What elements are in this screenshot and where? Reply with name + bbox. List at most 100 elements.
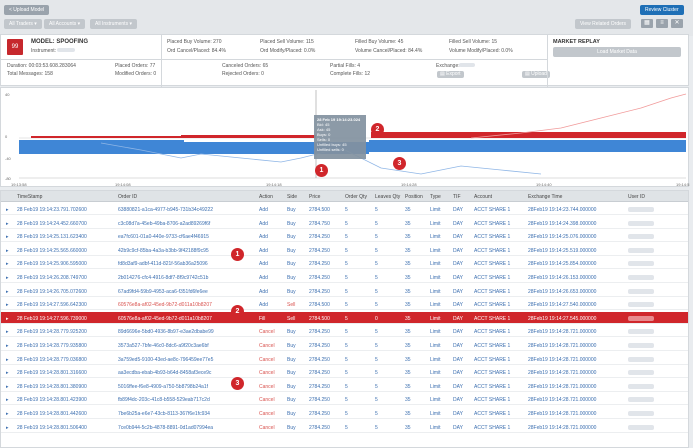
traders-filter[interactable]: All Traders ▾ [4, 19, 42, 29]
cell-tif: DAY [453, 356, 463, 363]
cell-price: 2784.250 [309, 424, 330, 431]
col-order-id[interactable]: Order ID [118, 194, 138, 200]
list-view-icon[interactable]: ≡ [656, 19, 668, 28]
view-related-button[interactable]: View Related Orders [575, 19, 632, 29]
table-row[interactable]: ▸ 28 Feb19 19:14:24.452.660700 c3c08d7a-45… [1, 217, 688, 229]
chart-tooltip: 28 Feb 19 19:14:23.024 Bid: 45 Ask: 45 B… [314, 115, 366, 159]
score-badge: 99 [7, 39, 23, 55]
cell-leaves-qty: 5 [375, 220, 378, 227]
review-cluster-button[interactable]: Review Cluster [640, 5, 684, 15]
table-row[interactable]: ▸ 28 Feb19 19:14:28.801.442600 7be6b25a-e6… [1, 407, 688, 419]
cell-timestamp: 28 Feb19 19:14:28.779.036800 [17, 356, 87, 363]
table-row[interactable]: ▸ 28 Feb19 19:14:28.779.036800 3a759ed5-91… [1, 353, 688, 365]
cell-side: Sell [287, 315, 296, 322]
expand-row-icon[interactable]: ▸ [6, 424, 9, 431]
col-type[interactable]: Type [430, 194, 441, 200]
table-row[interactable]: ▸ 28 Feb19 19:14:25.565.660000 42b9c9cf-85… [1, 244, 688, 256]
cell-price: 2784.250 [309, 356, 330, 363]
cell-position: 35 [405, 411, 411, 417]
expand-row-icon[interactable]: ▸ [6, 247, 9, 254]
table-row[interactable]: ▸ 28 Feb19 19:14:23.791.702600 63880821-a1… [1, 203, 688, 215]
expand-row-icon[interactable]: ▸ [6, 207, 9, 213]
annotation-marker-2-table: 2 [231, 305, 244, 318]
expand-row-icon[interactable]: ▸ [6, 288, 9, 295]
table-row[interactable]: ▸ 28 Feb19 19:14:28.779.935800 3573a527-7b… [1, 339, 688, 351]
cell-side: Buy [287, 207, 296, 213]
cell-timestamp: 28 Feb19 19:14:25.565.660000 [17, 247, 87, 254]
cell-account: ACCT SHARE 1 [474, 315, 511, 322]
col-leaves-qty[interactable]: Leaves Qty [375, 194, 401, 200]
cell-type: Limit [430, 343, 441, 349]
x-tick-label: 19:14:40 [536, 182, 552, 187]
cell-position: 35 [405, 343, 411, 349]
expand-row-icon[interactable]: ▸ [6, 343, 9, 349]
table-header: TimeStamp Order ID Action Side Price Ord… [1, 191, 688, 202]
delete-icon[interactable]: ✕ [671, 19, 683, 28]
table-row[interactable]: ▸ 28 Feb19 19:14:28.801.316600 aa3ecdba-eb… [1, 366, 688, 379]
expand-row-icon[interactable]: ▸ [6, 315, 9, 322]
cell-user-id-redacted [628, 207, 654, 212]
cell-side: Buy [287, 234, 296, 241]
table-row[interactable]: ▸ 28 Feb19 19:14:26.208.749700 2b014276-cf… [1, 271, 688, 283]
cell-user-id-redacted [628, 424, 654, 430]
export-button[interactable]: ▤ Export [437, 71, 464, 78]
grid-view-icon[interactable]: ▦ [641, 19, 653, 28]
cell-action: Add [259, 247, 268, 254]
cell-user-id-redacted [628, 329, 654, 335]
cell-position: 35 [405, 315, 411, 322]
cell-exchange-time: 28Feb19 19:14:28.721.000000 [528, 411, 597, 417]
col-exchange-time[interactable]: Exchange Time [528, 194, 563, 200]
expand-row-icon[interactable]: ▸ [6, 397, 9, 404]
col-account[interactable]: Account [474, 194, 493, 200]
table-row[interactable]: ▸ 28 Feb19 19:14:28.801.380900 5016ffee-f6… [1, 380, 688, 392]
cell-side: Buy [287, 383, 296, 390]
table-row[interactable]: ▸ 28 Feb19 19:14:26.705.072600 67ad9fd4-59… [1, 285, 688, 297]
table-row[interactable]: ▸ 28 Feb19 19:14:25.131.623400 ea7fc601-01… [1, 230, 688, 243]
col-side[interactable]: Side [287, 194, 298, 200]
table-row[interactable]: ▸ 28 Feb19 19:14:28.779.925200 89d6696e-5b… [1, 325, 688, 338]
col-order-qty[interactable]: Order Qty [345, 194, 367, 200]
col-timestamp[interactable]: TimeStamp [17, 194, 43, 200]
expand-row-icon[interactable]: ▸ [6, 411, 9, 417]
cell-leaves-qty: 5 [375, 356, 378, 363]
cell-type: Limit [430, 234, 441, 241]
col-position[interactable]: Position [405, 194, 423, 200]
expand-row-icon[interactable]: ▸ [6, 329, 9, 336]
exchange-value [459, 63, 475, 67]
expand-row-icon[interactable]: ▸ [6, 370, 9, 377]
accounts-filter[interactable]: All Accounts ▾ [44, 19, 86, 29]
cell-tif: DAY [453, 247, 463, 254]
cell-account: ACCT SHARE 1 [474, 383, 511, 390]
placed-sell-volume: Placed Sell Volume: 115 [260, 39, 314, 45]
cell-leaves-qty: 5 [375, 288, 378, 295]
cell-exchange-time: 28Feb19 19:14:27.540.000000 [528, 302, 597, 309]
col-action[interactable]: Action [259, 194, 273, 200]
expand-row-icon[interactable]: ▸ [6, 302, 9, 309]
col-tif[interactable]: TIF [453, 194, 461, 200]
col-user-id[interactable]: User ID [628, 194, 645, 200]
instrument-label: Instrument: [31, 48, 57, 54]
table-row[interactable]: ▸ 28 Feb19 19:14:27.596.739000 60576e8a-af… [1, 311, 688, 324]
expand-row-icon[interactable]: ▸ [6, 275, 9, 281]
back-button[interactable]: < Upload Model [4, 5, 50, 15]
cell-order-id: 5016ffee-f6e8-4909-a750-5b8798b24a1f [118, 383, 208, 390]
instruments-filter[interactable]: All Instruments ▾ [90, 19, 137, 29]
expand-row-icon[interactable]: ▸ [6, 220, 9, 227]
expand-row-icon[interactable]: ▸ [6, 234, 9, 241]
load-market-data-button[interactable]: Load Market Data [553, 47, 681, 57]
market-replay-heading: MARKET REPLAY [553, 39, 600, 45]
cell-position: 35 [405, 329, 411, 336]
table-row[interactable]: ▸ 28 Feb19 19:14:28.801.423900 fb89f4dc-20… [1, 393, 688, 406]
expand-row-icon[interactable]: ▸ [6, 356, 9, 363]
table-row[interactable]: ▸ 28 Feb19 19:14:25.906.595000 fd8d3af9-ad… [1, 257, 688, 270]
cell-tif: DAY [453, 207, 463, 213]
duration: Duration: 00:03:53.608.283064 [7, 63, 76, 69]
sell-bar [31, 136, 181, 138]
cell-user-id-redacted [628, 275, 654, 280]
table-row[interactable]: ▸ 28 Feb19 19:14:28.801.506400 7ce0b944-5c… [1, 421, 688, 433]
expand-row-icon[interactable]: ▸ [6, 383, 9, 390]
expand-row-icon[interactable]: ▸ [6, 261, 9, 268]
upload-button[interactable]: ▤ Upload [522, 71, 550, 78]
table-row[interactable]: ▸ 28 Feb19 19:14:27.596.642300 60576e8a-af… [1, 298, 688, 311]
col-price[interactable]: Price [309, 194, 321, 200]
